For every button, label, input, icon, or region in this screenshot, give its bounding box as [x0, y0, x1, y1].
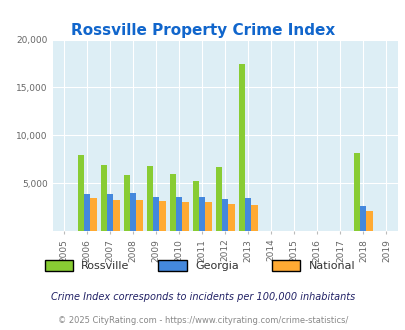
Bar: [136, 200, 142, 231]
Bar: [228, 204, 234, 231]
Text: Georgia: Georgia: [194, 261, 238, 271]
Bar: [359, 206, 366, 231]
Text: National: National: [308, 261, 354, 271]
Bar: [78, 155, 84, 231]
Bar: [84, 194, 90, 231]
Bar: [251, 205, 257, 231]
Text: Rossville: Rossville: [81, 261, 129, 271]
Bar: [205, 202, 211, 231]
Bar: [182, 202, 188, 231]
Bar: [199, 197, 205, 231]
Bar: [124, 175, 130, 231]
Text: © 2025 CityRating.com - https://www.cityrating.com/crime-statistics/: © 2025 CityRating.com - https://www.city…: [58, 315, 347, 325]
Text: Crime Index corresponds to incidents per 100,000 inhabitants: Crime Index corresponds to incidents per…: [51, 292, 354, 302]
Bar: [159, 201, 165, 231]
Bar: [353, 153, 359, 231]
Bar: [153, 197, 159, 231]
Bar: [90, 198, 96, 231]
Bar: [130, 193, 136, 231]
Bar: [176, 197, 182, 231]
Bar: [222, 199, 228, 231]
Bar: [245, 198, 251, 231]
Bar: [366, 211, 372, 231]
Bar: [107, 194, 113, 231]
Bar: [147, 166, 153, 231]
Text: Rossville Property Crime Index: Rossville Property Crime Index: [71, 23, 334, 38]
Bar: [170, 174, 176, 231]
Bar: [215, 167, 222, 231]
Bar: [113, 200, 119, 231]
Bar: [239, 64, 245, 231]
Bar: [192, 181, 199, 231]
Bar: [101, 165, 107, 231]
